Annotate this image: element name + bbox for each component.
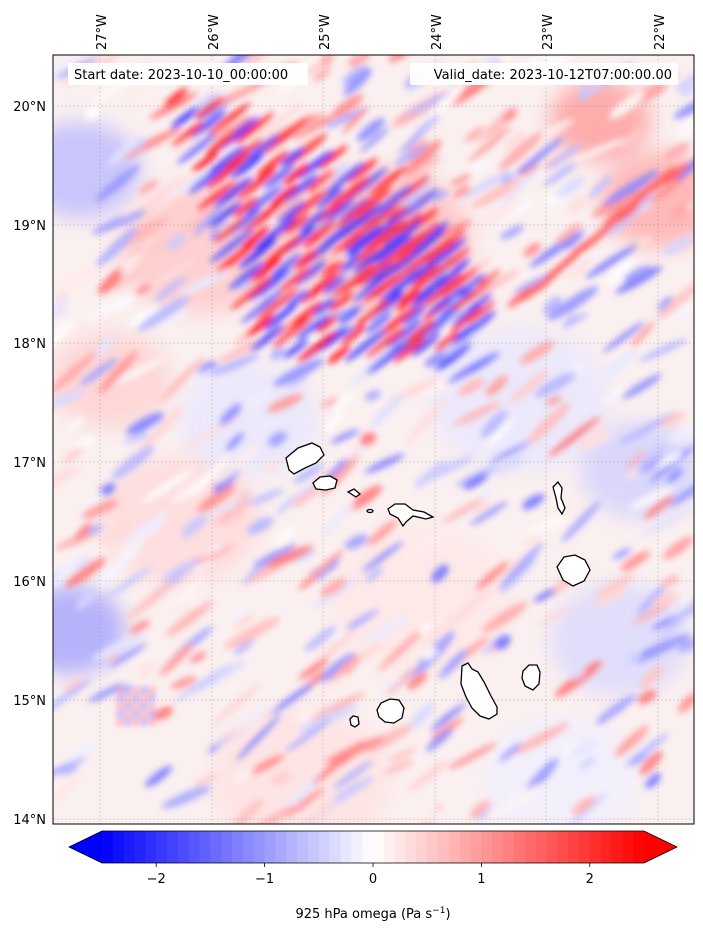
colorbar-cell xyxy=(492,831,504,863)
colorbar-cell xyxy=(524,831,537,863)
colorbar-cell xyxy=(448,831,461,863)
colorbar-cell xyxy=(264,831,276,863)
colorbar-cell xyxy=(221,831,233,863)
lat-label-18n: 18°N xyxy=(13,337,46,352)
colorbar-tick-label: 2 xyxy=(586,872,594,887)
colorbar-cell xyxy=(102,831,114,863)
colorbar-cell xyxy=(318,831,331,863)
colorbar-cell xyxy=(373,831,385,863)
island-sal xyxy=(552,480,566,516)
colorbar-cell xyxy=(307,831,320,863)
colorbar-cell xyxy=(177,831,190,863)
longitude-labels: 27°W 26°W 25°W 24°W 23°W 22°W xyxy=(95,14,668,50)
colorbar-cell xyxy=(578,831,591,863)
colorbar-cell xyxy=(297,831,309,863)
colorbar-cell xyxy=(253,831,266,863)
colorbar-cell xyxy=(557,831,569,863)
map-gridlines xyxy=(53,55,694,824)
island-brava xyxy=(349,715,360,728)
start-date-label: Start date: 2023-10-10_00:00:00 xyxy=(74,68,288,83)
colorbar-cell xyxy=(167,831,179,863)
lon-label-23w: 23°W xyxy=(541,14,556,50)
island-sao-nicolau xyxy=(387,503,435,528)
colorbar-cell xyxy=(329,831,341,863)
lon-label-22w: 22°W xyxy=(653,14,668,50)
colorbar-cell xyxy=(470,831,482,863)
colorbar-cell xyxy=(199,831,211,863)
colorbar-cell xyxy=(427,831,439,863)
colorbar-cell xyxy=(232,831,244,863)
colorbar-label: 925 hPa omega (Pa s−1) xyxy=(295,906,450,922)
colorbar-extend-low xyxy=(69,831,102,863)
colorbar-cell xyxy=(633,831,645,863)
colorbar-cell xyxy=(112,831,125,863)
island-branco xyxy=(366,508,374,514)
colorbar-cell xyxy=(394,831,407,863)
lat-label-17n: 17°N xyxy=(13,456,46,471)
colorbar-cell xyxy=(600,831,612,863)
colorbar-cell xyxy=(611,831,623,863)
colorbar-cell xyxy=(134,831,146,863)
colorbar-cell xyxy=(503,831,515,863)
lat-label-20n: 20°N xyxy=(13,100,46,115)
colorbar-tick-label: −1 xyxy=(255,872,274,887)
lon-label-24w: 24°W xyxy=(430,14,445,50)
colorbar-cell xyxy=(286,831,298,863)
colorbar-cell xyxy=(546,831,558,863)
map-border xyxy=(52,54,695,825)
island-fogo xyxy=(376,698,405,724)
colorbar-cell xyxy=(275,831,287,863)
island-santo-antao xyxy=(285,442,325,475)
colorbar-cell xyxy=(123,831,136,863)
colorbar-cell xyxy=(242,831,255,863)
colorbar-cell xyxy=(622,831,634,863)
colorbar-cell xyxy=(481,831,493,863)
colorbar-cell xyxy=(145,831,157,863)
island-sao-vicente xyxy=(312,475,338,491)
island-boa-vista xyxy=(556,554,591,587)
colorbar-cell xyxy=(405,831,417,863)
colorbar-cell xyxy=(188,831,201,863)
colorbar: −2 −1 0 1 2 925 hPa omega (Pa s−1) xyxy=(68,830,678,922)
colorbar-cell xyxy=(513,831,526,863)
colorbar-tick-label: 1 xyxy=(477,872,485,887)
lat-label-19n: 19°N xyxy=(13,219,46,234)
colorbar-cell xyxy=(589,831,602,863)
colorbar-ticks: −2 −1 0 1 2 xyxy=(147,863,594,887)
start-date-box: Start date: 2023-10-10_00:00:00 xyxy=(68,63,308,85)
lat-label-15n: 15°N xyxy=(13,694,46,709)
colorbar-cell xyxy=(340,831,352,863)
colorbar-cell xyxy=(362,831,374,863)
valid-date-box: Valid_date: 2023-10-12T07:00:00.00 xyxy=(410,63,678,85)
omega-field xyxy=(53,55,694,824)
colorbar-cell xyxy=(210,831,222,863)
colorbar-cell xyxy=(383,831,396,863)
colorbar-cell xyxy=(351,831,363,863)
island-santa-luzia xyxy=(346,488,362,498)
colorbar-cell xyxy=(535,831,547,863)
island-maio xyxy=(521,664,541,691)
island-outlines xyxy=(285,442,591,728)
island-santiago xyxy=(460,662,498,720)
colorbar-outline xyxy=(68,830,678,864)
lat-label-14n: 14°N xyxy=(13,813,46,828)
colorbar-cell xyxy=(568,831,580,863)
colorbar-extend-high xyxy=(644,831,677,863)
lon-label-27w: 27°W xyxy=(95,14,110,50)
colorbar-tick-label: −2 xyxy=(147,872,166,887)
colorbar-cell xyxy=(459,831,472,863)
lon-label-26w: 26°W xyxy=(207,14,222,50)
latitude-labels: 20°N 19°N 18°N 17°N 16°N 15°N 14°N xyxy=(13,100,46,828)
colorbar-cell xyxy=(416,831,428,863)
lon-label-25w: 25°W xyxy=(318,14,333,50)
valid-date-label: Valid_date: 2023-10-12T07:00:00.00 xyxy=(434,68,672,83)
colorbar-cell xyxy=(438,831,450,863)
colorbar-cell xyxy=(156,831,168,863)
colorbar-tick-label: 0 xyxy=(369,872,377,887)
lat-label-16n: 16°N xyxy=(13,575,46,590)
